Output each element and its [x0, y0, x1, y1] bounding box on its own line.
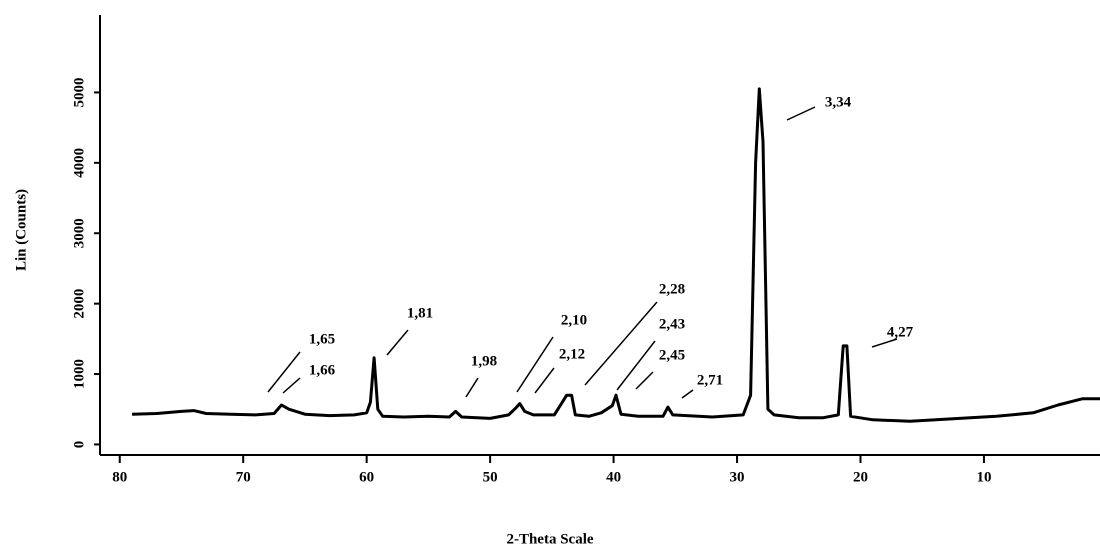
annotation-leader	[282, 377, 301, 394]
y-tick-label: 2000	[71, 289, 87, 319]
annotation: 2,12	[559, 346, 585, 362]
y-tick-label: 3000	[71, 218, 87, 248]
x-tick-label: 70	[236, 469, 251, 485]
annotation-leader	[516, 336, 554, 393]
x-tick-label: 30	[730, 469, 745, 485]
annotation: 1,98	[471, 353, 497, 369]
annotation-leader	[871, 338, 898, 348]
y-tick-label: 4000	[71, 148, 87, 178]
x-tick-label: 80	[112, 469, 127, 485]
annotation: 1,65	[309, 331, 335, 347]
annotation: 2,10	[561, 312, 587, 328]
annotation: 2,45	[659, 347, 685, 363]
y-tick-label: 1000	[71, 359, 87, 389]
annotation-leader	[584, 301, 658, 386]
annotation: 4,27	[887, 324, 914, 340]
annotation: 2,43	[659, 316, 685, 332]
annotation-leader	[465, 377, 479, 398]
annotation-leader	[786, 106, 816, 121]
x-tick-label: 40	[606, 469, 621, 485]
annotation-leader	[616, 340, 656, 391]
x-tick-label: 10	[976, 469, 991, 485]
y-axis-label: Lin (Counts)	[13, 189, 29, 271]
annotation-leader	[534, 367, 555, 394]
annotation: 3,34	[825, 94, 852, 110]
data-line	[132, 87, 1100, 423]
y-tick-label: 0	[71, 441, 87, 449]
annotation: 2,28	[659, 281, 685, 297]
annotation-leader	[681, 389, 694, 399]
annotation: 1,81	[407, 305, 433, 321]
x-tick-label: 20	[853, 469, 868, 485]
annotation: 2,71	[697, 372, 723, 388]
y-tick-label: 5000	[71, 77, 87, 107]
x-axis-label: 2-Theta Scale	[506, 531, 593, 547]
annotation-leader	[635, 371, 654, 390]
annotation: 1,66	[309, 362, 336, 378]
annotation-leader	[267, 351, 301, 393]
x-tick-label: 60	[359, 469, 374, 485]
annotation-leader	[386, 329, 409, 356]
x-tick-label: 50	[483, 469, 498, 485]
